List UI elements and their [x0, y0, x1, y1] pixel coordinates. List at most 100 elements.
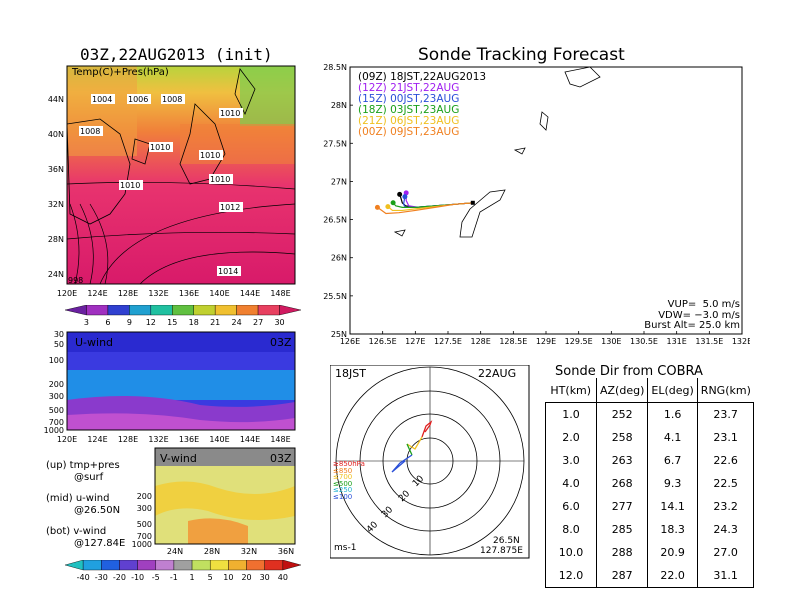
- track-line: [377, 202, 473, 215]
- vwind-lat-tick: 28N: [204, 547, 220, 556]
- track-end-point: [403, 190, 409, 196]
- wind-colorbar-cell: [264, 560, 284, 571]
- temp-colorbar-cell: [257, 305, 280, 316]
- track-legend-z: (09Z): [358, 71, 391, 83]
- table-row: 6.0 277 14.1 23.2: [545, 495, 755, 518]
- temp-colorbar-label: 3: [84, 318, 89, 327]
- table-cell: 1.6: [647, 402, 698, 426]
- isobar-label-bg: [149, 142, 173, 152]
- temp-colorbar-label: 18: [189, 318, 199, 327]
- track-legend-item: (18Z) 03JST,23AUG: [358, 105, 486, 116]
- isobar-label: 1010: [210, 175, 230, 184]
- uwind-lon-tick: 136E: [179, 435, 199, 444]
- map-lat-tick: 36N: [48, 165, 64, 174]
- uwind-p-tick: 30: [54, 330, 64, 339]
- table-cell: 12.0: [545, 564, 597, 588]
- table-row: 8.0 285 18.3 24.3: [545, 518, 755, 541]
- map-lon-tick: 120E: [57, 289, 77, 298]
- isobar-label: 1010: [200, 151, 220, 160]
- isobar-label: 1010: [120, 181, 140, 190]
- table-cell: 14.1: [647, 495, 698, 518]
- left-panel-title: 03Z,22AUG2013 (init): [80, 45, 273, 64]
- map-lon-tick: 136E: [179, 289, 199, 298]
- track-legend-time: 18JST,22AUG2013: [390, 71, 487, 83]
- wind-colorbar-label: -5: [152, 573, 160, 582]
- wind-colorbar-label: -1: [170, 573, 178, 582]
- track-end-point: [402, 194, 408, 200]
- track-legend-time: 06JST,23AUG: [390, 115, 460, 127]
- isobar-label: 1010: [150, 143, 170, 152]
- track-x-tick: 127.5E: [434, 337, 462, 346]
- track-legend-item: (12Z) 21JST,22AUG: [358, 83, 486, 94]
- track-legend-time: 21JST,22AUG: [390, 82, 460, 94]
- note-sub: @127.84E: [74, 538, 126, 549]
- table-cell: 4.0: [545, 472, 597, 495]
- track-legend-time: 03JST,23AUG: [390, 104, 460, 116]
- temp-colorbar-cell: [65, 305, 87, 316]
- temp-colorbar-cell: [193, 305, 216, 316]
- uwind-p-tick: 500: [49, 406, 64, 415]
- vwind-time: 03Z: [270, 452, 292, 465]
- uwind-p-tick: 100: [49, 356, 64, 365]
- track-legend: (09Z) 18JST,22AUG2013 (12Z) 21JST,22AUG (1…: [358, 72, 486, 138]
- track-x-tick: 130E: [601, 337, 621, 346]
- uwind-p-tick: 200: [49, 380, 64, 389]
- wind-colorbar-cell: [82, 560, 102, 571]
- map-lat-tick: 32N: [48, 200, 64, 209]
- wind-colorbar-cell: [210, 560, 229, 571]
- vwind-label: V-wind: [160, 452, 197, 465]
- table-header-cell: HT(km): [545, 378, 597, 403]
- track-legend-item: (00Z) 09JST,23AUG: [358, 127, 486, 138]
- hodo-loc-lon: 127.875E: [480, 546, 523, 556]
- hodo-level-item: ≤100: [333, 492, 353, 501]
- track-y-tick: 28N: [331, 101, 347, 110]
- uwind-p-tick: 300: [49, 392, 64, 401]
- vwind-p-tick: 700: [137, 532, 152, 541]
- map-variable-label: Temp(C)+Pres(hPa): [72, 67, 169, 78]
- wind-colorbar-cell: [282, 560, 301, 571]
- track-end-point: [385, 204, 391, 210]
- isobar-label-bg: [217, 266, 241, 276]
- table-cell: 22.5: [697, 472, 755, 495]
- isobar-label: 1006: [128, 95, 148, 104]
- note-line: (bot) v-wind: [46, 526, 107, 537]
- table-cell: 268: [596, 472, 649, 495]
- table-cell: 285: [596, 518, 649, 541]
- table-cell: 10.0: [545, 541, 597, 564]
- isobar-label: 1008: [162, 95, 182, 104]
- wind-colorbar-cell: [191, 560, 211, 571]
- table-cell: 20.9: [647, 541, 698, 564]
- uwind-lon-tick: 140E: [209, 435, 229, 444]
- wind-colorbar-label: 30: [260, 573, 270, 582]
- note-line: (up) tmp+pres: [46, 460, 120, 471]
- vwind-p-tick: 200: [137, 492, 152, 501]
- uwind-lon-tick: 144E: [240, 435, 260, 444]
- table-cell: 22.0: [647, 564, 698, 588]
- wind-colorbar-cell: [65, 560, 84, 571]
- table-cell: 23.7: [697, 402, 755, 426]
- temp-colorbar-label: 15: [167, 318, 177, 327]
- uwind-p-tick: 700: [49, 418, 64, 427]
- uwind-time: 03Z: [270, 336, 292, 349]
- temp-colorbar-label: 12: [146, 318, 156, 327]
- hodo-level-item: ≤700: [333, 473, 353, 481]
- table-cell: 6.7: [647, 449, 698, 472]
- table-cell: 1.0: [545, 402, 597, 426]
- track-x-tick: 128E: [471, 337, 491, 346]
- wind-colorbar-label: -30: [95, 573, 108, 582]
- track-legend-z: (00Z): [358, 126, 391, 138]
- note-line: (mid) u-wind: [46, 493, 110, 504]
- hodo-level-item: ≤250: [333, 486, 353, 494]
- temp-colorbar: 3 6 9 12 15 18 21 24 27 30: [65, 305, 301, 327]
- table-header-cell: RNG(km): [696, 378, 754, 403]
- track-x-tick: 126.5E: [369, 337, 397, 346]
- isobar-label-bg: [199, 150, 223, 160]
- track-x-tick: 127E: [405, 337, 425, 346]
- track-x-tick: 131.5E: [695, 337, 723, 346]
- table-cell: 31.1: [697, 564, 755, 588]
- table-cell: 23.2: [697, 495, 755, 518]
- table-cell: 277: [596, 495, 649, 518]
- table-row: 1.0 252 1.6 23.7: [545, 402, 755, 426]
- table-row: 12.0 287 22.0 31.1: [545, 564, 755, 588]
